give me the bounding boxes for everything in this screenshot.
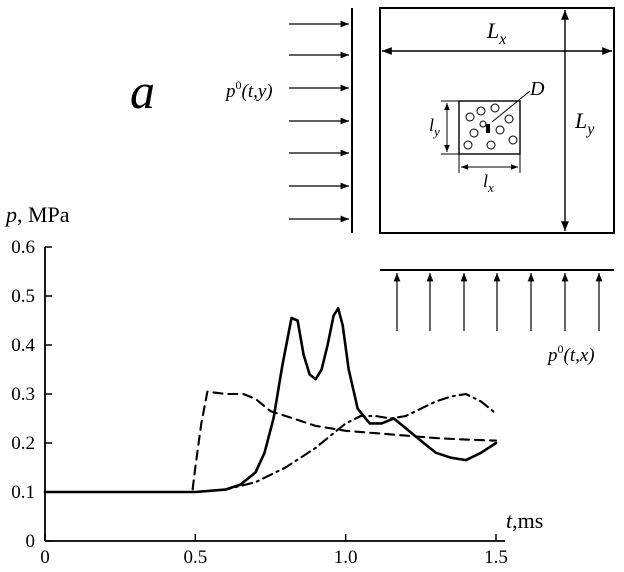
pressure-chart: 0 0.1 0.2 0.3 0.4 0.5 0.6 0 0.5 1.0 1.5 p, MPa t,m… bbox=[4, 202, 543, 568]
Ly-label: Ly bbox=[574, 108, 595, 138]
y-tick-label: 0.1 bbox=[11, 482, 35, 503]
Lx-label: Lx bbox=[486, 18, 506, 48]
axis-ticks: 0 0.1 0.2 0.3 0.4 0.5 0.6 0 0.5 1.0 1.5 bbox=[11, 237, 508, 568]
y-tick-label: 0.3 bbox=[11, 384, 35, 405]
panel-label: a bbox=[130, 63, 155, 119]
series-dashdot-line bbox=[43, 392, 498, 494]
x-tick-label: 0.5 bbox=[183, 547, 207, 568]
ly-label: ly bbox=[429, 115, 440, 139]
x-tick-label: 1.5 bbox=[484, 547, 508, 568]
x-tick-label: 1.0 bbox=[334, 547, 358, 568]
lx-label: lx bbox=[483, 171, 494, 195]
chart-series bbox=[43, 307, 498, 494]
y-axis-label: p, MPa bbox=[4, 202, 70, 227]
bottom-load-arrows bbox=[393, 273, 603, 331]
sensor-D bbox=[486, 124, 490, 133]
D-label: D bbox=[529, 78, 545, 100]
left-load-label: p0(t,y) bbox=[224, 78, 273, 102]
series-dashed-line bbox=[43, 390, 498, 494]
domain-diagram: Lx Ly D ly lx bbox=[379, 7, 615, 234]
x-tick-label: 0 bbox=[40, 547, 50, 568]
y-tick-label: 0.6 bbox=[11, 237, 35, 258]
inner-region bbox=[458, 100, 521, 155]
bottom-load-diagram: p0(t,x) bbox=[380, 269, 614, 366]
series-solid-line bbox=[43, 307, 498, 494]
y-tick-label: 0.5 bbox=[11, 286, 35, 307]
x-axis-label: t,ms bbox=[506, 508, 543, 533]
D-pointer bbox=[491, 90, 531, 123]
outer-domain bbox=[379, 7, 615, 234]
inclusion-circles bbox=[463, 103, 518, 150]
left-load-arrows bbox=[289, 20, 349, 223]
y-tick-label: 0 bbox=[26, 531, 36, 552]
left-load-diagram: p0(t,y) bbox=[224, 8, 353, 233]
y-tick-label: 0.4 bbox=[11, 335, 35, 356]
y-tick-label: 0.2 bbox=[11, 433, 35, 454]
bottom-load-label: p0(t,x) bbox=[546, 342, 595, 366]
